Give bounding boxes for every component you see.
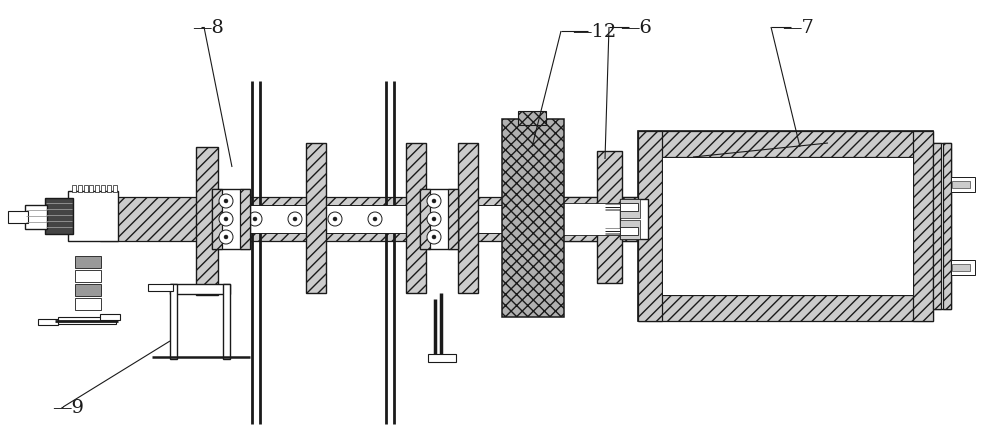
Bar [933,144,951,309]
Bar [620,227,638,236]
Circle shape [373,217,377,221]
Bar [620,200,640,218]
Circle shape [224,236,228,240]
Bar [951,260,975,275]
Bar [113,186,117,193]
Bar [210,206,545,233]
Bar [212,190,222,250]
Circle shape [427,230,441,244]
Bar [89,186,93,193]
Bar [620,220,640,240]
Bar [620,200,648,240]
Circle shape [432,236,436,240]
Bar [196,148,218,295]
Bar [428,354,456,362]
Bar [620,204,638,211]
Bar [943,144,951,309]
Bar [638,132,933,158]
Circle shape [328,213,342,227]
Circle shape [248,213,262,227]
Circle shape [293,217,297,221]
Bar [638,132,662,321]
Circle shape [253,217,257,221]
Bar [933,144,941,309]
Bar [458,144,478,293]
Text: —7: —7 [782,19,814,37]
Circle shape [219,230,233,244]
Bar [107,186,111,193]
Bar [406,144,426,293]
Circle shape [432,200,436,204]
Circle shape [224,217,228,221]
Bar [952,264,970,271]
Bar [8,211,28,224]
Bar [913,132,933,321]
Bar [240,190,250,250]
Bar [78,186,82,193]
Circle shape [368,213,382,227]
Bar [555,204,633,236]
Circle shape [219,194,233,208]
Bar [550,197,640,241]
Text: —8: —8 [192,19,224,37]
Bar [170,284,230,294]
Bar [25,206,47,230]
Bar [75,298,101,310]
Bar [951,178,975,193]
Bar [72,186,76,193]
Bar [45,198,73,234]
Bar [58,317,116,324]
Bar [101,186,105,193]
Bar [100,314,120,320]
Bar [100,197,650,241]
Bar [148,284,173,291]
Bar [502,120,564,317]
Bar [448,190,458,250]
Bar [95,186,99,193]
Circle shape [224,200,228,204]
Bar [597,151,622,283]
Text: —12: —12 [572,23,616,41]
Text: —6: —6 [620,19,652,37]
Circle shape [427,194,441,208]
Bar [75,284,101,296]
Circle shape [219,213,233,227]
Bar [420,190,430,250]
Bar [84,186,88,193]
Bar [306,144,326,293]
Circle shape [288,213,302,227]
Bar [38,319,58,325]
Circle shape [432,217,436,221]
Bar [223,284,230,359]
Text: —9: —9 [52,398,84,416]
Bar [952,181,970,188]
Bar [68,191,118,241]
Bar [75,270,101,283]
Bar [75,256,101,268]
Bar [212,190,250,250]
Bar [518,112,546,126]
Circle shape [427,213,441,227]
Bar [170,284,177,359]
Bar [638,295,933,321]
Bar [662,158,913,295]
Circle shape [333,217,337,221]
Bar [420,190,458,250]
Bar [638,132,933,321]
